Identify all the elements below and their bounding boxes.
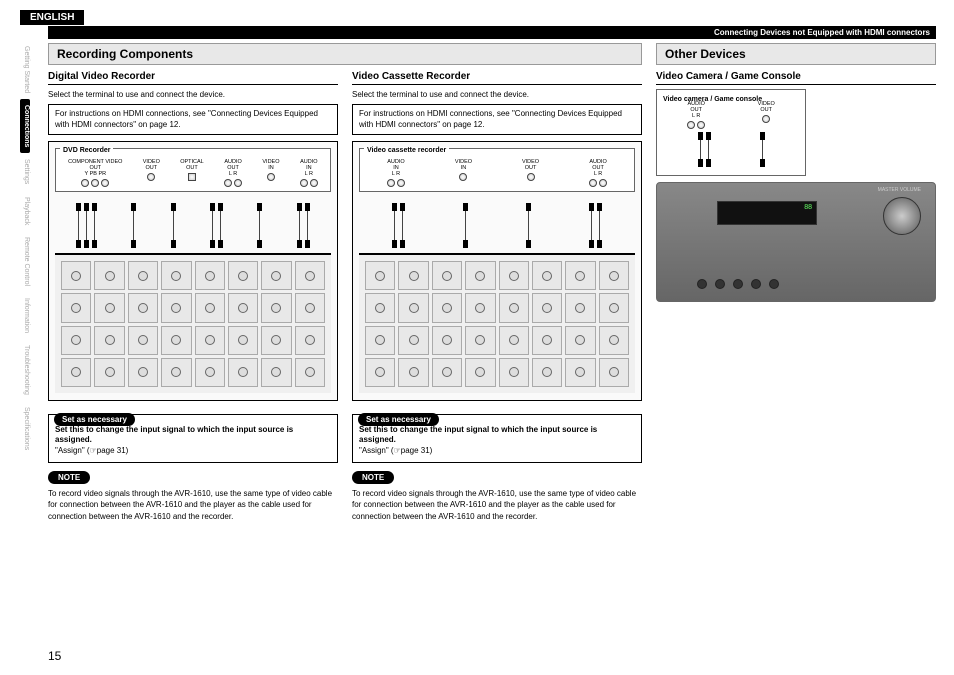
tab-troubleshooting[interactable]: Troubleshooting [20, 339, 30, 401]
tab-settings[interactable]: Settings [20, 153, 30, 190]
port-pins: L R [300, 171, 318, 177]
dvr-receiver-back [55, 253, 331, 393]
vcr-set-badge: Set as necessary [358, 413, 439, 426]
dvr-cables [49, 198, 337, 253]
port-pins: L R [687, 113, 705, 119]
volume-knob [883, 197, 921, 235]
vcr-ports: AUDIOINL R VIDEOIN VIDEOOUT AUDIOOUTL R [364, 159, 630, 187]
side-nav: Getting Started Connections Settings Pla… [20, 40, 30, 456]
language-bar: ENGLISH [20, 10, 84, 25]
port-sub: OUT [180, 165, 204, 171]
dvr-set-text1: Set this to change the input signal to w… [55, 425, 293, 444]
port-sub: OUT [143, 165, 160, 171]
other-devices-col: Other Devices Video Camera / Game Consol… [656, 43, 936, 526]
port-sub: IN [455, 165, 472, 171]
dvr-set-badge: Set as necessary [54, 413, 135, 426]
vcr-receiver-back [359, 253, 635, 393]
port-pins: L R [387, 171, 405, 177]
vcr-infobox: For instructions on HDMI connections, se… [352, 104, 642, 135]
receiver-display: 88 [717, 201, 817, 225]
page-number: 15 [48, 649, 61, 663]
port-sub: IN [262, 165, 279, 171]
vcr-set-text1: Set this to change the input signal to w… [359, 425, 597, 444]
vcr-device-label: Video cassette recorder [364, 147, 449, 154]
tab-playback[interactable]: Playback [20, 191, 30, 231]
vcr-note-text: To record video signals through the AVR-… [352, 488, 642, 522]
tab-information[interactable]: Information [20, 292, 30, 339]
main-content: Connecting Devices not Equipped with HDM… [48, 26, 936, 526]
receiver-front-panel: 88 MASTER VOLUME [656, 182, 936, 302]
vcr-note-badge: NOTE [352, 471, 394, 484]
dvr-title: Digital Video Recorder [48, 71, 338, 85]
vcr-block: Video Cassette Recorder Select the termi… [352, 71, 642, 526]
dvr-set-text2: "Assign" (☞page 31) [55, 446, 128, 455]
port-pins: L R [224, 171, 242, 177]
dvr-infobox: For instructions on HDMI connections, se… [48, 104, 338, 135]
port-pins: Y PB PR [68, 171, 122, 177]
tab-getting-started[interactable]: Getting Started [20, 40, 30, 99]
recording-components-heading: Recording Components [48, 43, 642, 65]
header-strip: Connecting Devices not Equipped with HDM… [48, 26, 936, 39]
tab-remote[interactable]: Remote Control [20, 231, 30, 292]
volume-label: MASTER VOLUME [878, 187, 921, 193]
dvr-note-badge: NOTE [48, 471, 90, 484]
vcam-device-box: Video camera / Game console AUDIOOUTL R … [656, 89, 806, 176]
vcr-diagram: Video cassette recorder AUDIOINL R VIDEO… [352, 141, 642, 401]
dvr-diagram: DVD Recorder COMPONENT VIDEOOUTY PB PR V… [48, 141, 338, 401]
port-pins: L R [589, 171, 607, 177]
dvr-device-label: DVD Recorder [60, 147, 113, 154]
vcr-title: Video Cassette Recorder [352, 71, 642, 85]
tab-connections[interactable]: Connections [20, 99, 30, 153]
tab-specifications[interactable]: Specifications [20, 401, 30, 456]
dvr-ports: COMPONENT VIDEOOUTY PB PR VIDEOOUT OPTIC… [60, 159, 326, 187]
port-sub: OUT [522, 165, 539, 171]
front-jacks [697, 279, 779, 289]
dvr-note-text: To record video signals through the AVR-… [48, 488, 338, 522]
dvr-block: Digital Video Recorder Select the termin… [48, 71, 338, 526]
dvr-intro: Select the terminal to use and connect t… [48, 89, 338, 100]
vcr-cables [353, 198, 641, 253]
port-sub: OUT [758, 107, 775, 113]
vcam-title: Video Camera / Game Console [656, 71, 936, 85]
vcr-intro: Select the terminal to use and connect t… [352, 89, 642, 100]
other-devices-heading: Other Devices [656, 43, 936, 65]
vcr-set-text2: "Assign" (☞page 31) [359, 446, 432, 455]
